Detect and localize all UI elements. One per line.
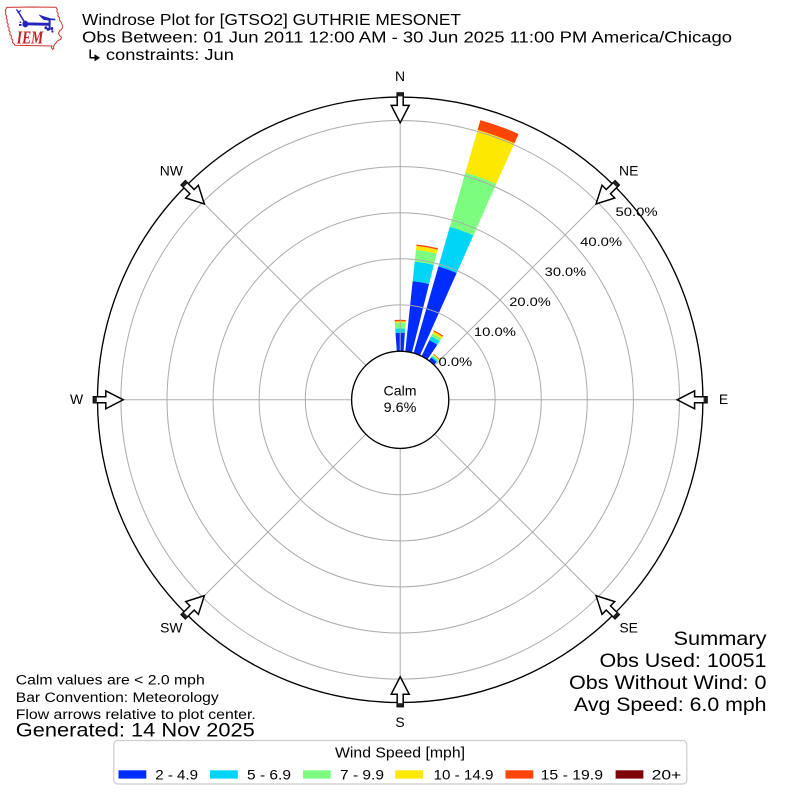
svg-text:Calm: Calm xyxy=(384,383,417,399)
svg-text:Bar Convention: Meteorology: Bar Convention: Meteorology xyxy=(16,690,219,705)
svg-text:Summary: Summary xyxy=(674,628,767,650)
svg-text:W: W xyxy=(70,391,84,407)
svg-text:N: N xyxy=(395,68,405,84)
svg-text:SE: SE xyxy=(619,620,638,636)
svg-text:constraints: Jun: constraints: Jun xyxy=(106,47,234,64)
svg-text:Obs Without Wind: 0: Obs Without Wind: 0 xyxy=(569,672,767,694)
svg-text:Windrose Plot for [GTSO2] GUTH: Windrose Plot for [GTSO2] GUTHRIE MESONE… xyxy=(82,12,461,29)
svg-text:Calm values are < 2.0 mph: Calm values are < 2.0 mph xyxy=(16,673,205,688)
svg-text:Generated: 14 Nov 2025: Generated: 14 Nov 2025 xyxy=(16,720,255,742)
svg-text:SW: SW xyxy=(160,620,183,636)
svg-text:50.0%: 50.0% xyxy=(616,205,658,219)
svg-text:9.6%: 9.6% xyxy=(384,399,417,415)
svg-text:7 - 9.9: 7 - 9.9 xyxy=(340,767,384,782)
svg-text:40.0%: 40.0% xyxy=(580,235,622,249)
svg-text:0.0%: 0.0% xyxy=(439,355,473,369)
svg-text:NE: NE xyxy=(619,162,638,178)
svg-text:20.0%: 20.0% xyxy=(509,295,551,309)
svg-text:30.0%: 30.0% xyxy=(545,265,587,279)
svg-text:Obs Used: 10051: Obs Used: 10051 xyxy=(600,650,767,672)
svg-text:10.0%: 10.0% xyxy=(474,325,516,339)
svg-text:Obs Between: 01 Jun 2011 12:00: Obs Between: 01 Jun 2011 12:00 AM - 30 J… xyxy=(82,29,732,46)
svg-text:S: S xyxy=(395,714,404,730)
svg-text:5 - 6.9: 5 - 6.9 xyxy=(247,767,291,782)
svg-text:Wind Speed [mph]: Wind Speed [mph] xyxy=(335,745,465,761)
svg-text:IEM: IEM xyxy=(16,28,44,48)
svg-text:2 - 4.9: 2 - 4.9 xyxy=(155,767,198,782)
svg-text:10 - 14.9: 10 - 14.9 xyxy=(434,767,494,782)
svg-text:NW: NW xyxy=(160,162,184,178)
svg-text:E: E xyxy=(719,391,728,407)
svg-text:Avg Speed: 6.0 mph: Avg Speed: 6.0 mph xyxy=(574,694,767,716)
svg-text:20+: 20+ xyxy=(652,767,682,782)
svg-text:15 - 19.9: 15 - 19.9 xyxy=(541,767,603,782)
